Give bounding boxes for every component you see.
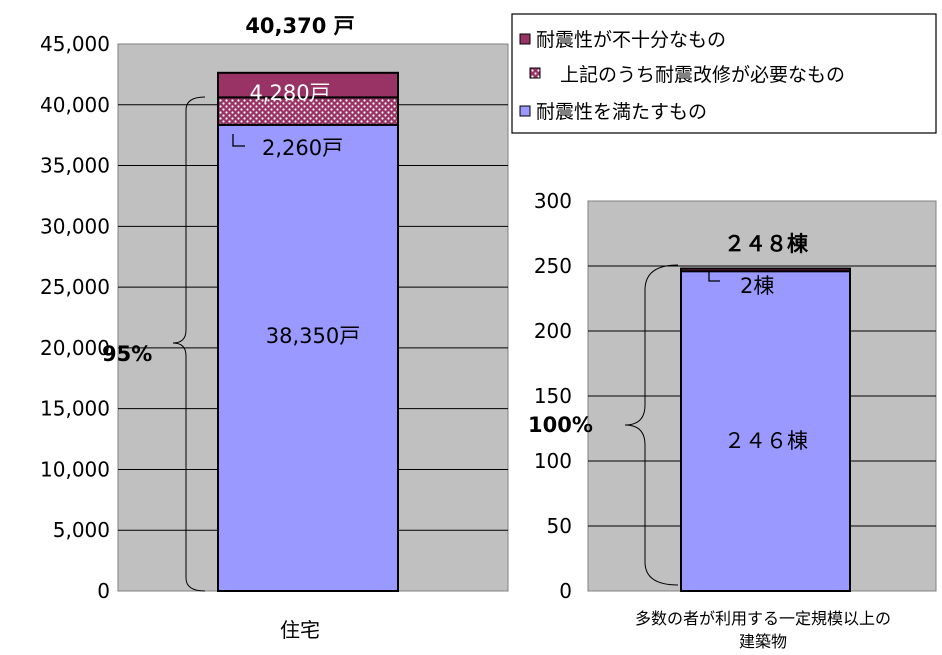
- y-tick-label: 25,000: [40, 275, 110, 299]
- bar-segment-satisfied: [217, 123, 399, 592]
- y-tick-label: 300: [534, 189, 572, 213]
- legend-label-insufficient: 耐震性が不十分なもの: [536, 29, 726, 51]
- legend-swatch-insufficient: [519, 33, 531, 45]
- bar-segment-satisfied: [680, 270, 851, 592]
- percent-label-housing: 95%: [102, 342, 152, 366]
- legend: 耐震性が不十分なもの 上記のうち耐震改修が必要なもの 耐震性を満たすもの: [511, 13, 937, 134]
- y-tick-label: 0: [97, 579, 110, 603]
- y-tick-label: 35,000: [40, 154, 110, 178]
- y-tick-label: 50: [547, 514, 572, 538]
- legend-swatch-satisfied: [519, 105, 531, 117]
- bars-buildings: [680, 267, 851, 592]
- bar-segment-insufficient: [217, 71, 399, 99]
- y-tick-label: 20,000: [40, 336, 110, 360]
- chart-buildings: 0 50 100 150 200 250 300 ２４８棟 2棟 ２４６棟 100% 多数の…: [528, 189, 937, 651]
- percent-bracket-housing: [172, 96, 206, 592]
- bars-housing: [217, 71, 399, 592]
- y-tick-label: 5,000: [53, 518, 110, 542]
- y-tick-label: 10,000: [40, 457, 110, 481]
- y-ticks-housing: 0 5,000 10,000 15,000 20,000 25,000 30,000 35,0…: [40, 32, 110, 603]
- total-label-buildings: ２４８棟: [724, 232, 809, 256]
- category-label-buildings-line1: 多数の者が利用する一定規模以上の: [635, 609, 891, 628]
- category-label-buildings-line2: 建築物: [739, 632, 787, 651]
- y-tick-label: 150: [534, 384, 572, 408]
- segment-label-leader-buildings: [708, 272, 720, 282]
- legend-label-retrofit-needed: 上記のうち耐震改修が必要なもの: [560, 64, 845, 86]
- segment-label-top-housing: 4,280戸: [249, 81, 330, 105]
- y-tick-label: 45,000: [40, 32, 110, 56]
- y-ticks-buildings: 0 50 100 150 200 250 300: [534, 189, 572, 603]
- legend-box: [511, 13, 937, 134]
- legend-swatch-retrofit-needed: [529, 67, 541, 79]
- y-tick-label: 40,000: [40, 93, 110, 117]
- bar-segment-insufficient: [680, 267, 851, 273]
- segment-label-bottom-housing: 38,350戸: [266, 324, 360, 348]
- category-label-housing: 住宅: [280, 618, 320, 642]
- bar-segment-retrofit-needed: [217, 96, 399, 126]
- total-label-housing: 40,370 戸: [245, 14, 354, 38]
- segment-label-bottom-buildings: ２４６棟: [724, 429, 808, 453]
- legend-label-satisfied: 耐震性を満たすもの: [536, 101, 707, 123]
- y-tick-label: 30,000: [40, 214, 110, 238]
- segment-label-top-buildings: 2棟: [740, 274, 774, 298]
- segment-label-leader-housing: [232, 134, 245, 147]
- y-tick-label: 0: [559, 579, 572, 603]
- percent-label-buildings: 100%: [528, 413, 593, 437]
- y-tick-label: 100: [534, 449, 572, 473]
- percent-bracket-buildings: [624, 264, 679, 586]
- y-tick-label: 15,000: [40, 397, 110, 421]
- segment-label-middle-housing: 2,260戸: [262, 136, 343, 160]
- chart-housing: 0 5,000 10,000 15,000 20,000 25,000 30,000 35,0…: [40, 14, 509, 642]
- y-tick-label: 200: [534, 319, 572, 343]
- y-tick-label: 250: [534, 254, 572, 278]
